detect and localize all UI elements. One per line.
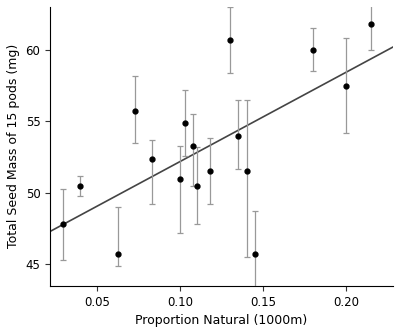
X-axis label: Proportion Natural (1000m): Proportion Natural (1000m): [136, 314, 308, 327]
Y-axis label: Total Seed Mass of 15 pods (mg): Total Seed Mass of 15 pods (mg): [7, 44, 20, 248]
